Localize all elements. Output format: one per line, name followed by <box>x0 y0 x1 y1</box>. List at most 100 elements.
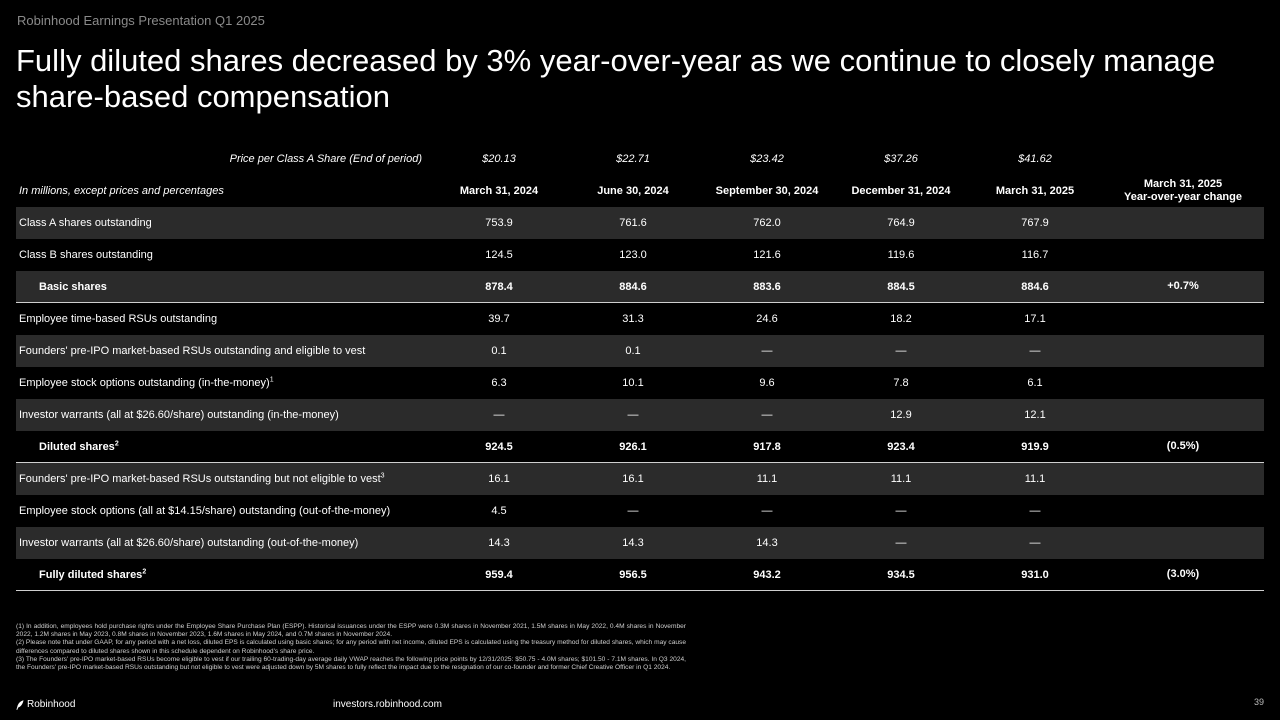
value-cell: — <box>761 345 773 357</box>
footnote-marker: 2 <box>114 439 119 447</box>
value-cell: — <box>895 505 907 517</box>
value-cell: 39.7 <box>488 313 510 325</box>
row-label-text: Diluted shares <box>39 440 115 453</box>
value-cell: — <box>895 537 907 549</box>
table-row: Basic shares 878.4 884.6 883.6 884.5 884.6 +0.… <box>16 271 1264 303</box>
value-cell: 926.1 <box>619 440 647 453</box>
row-label: Employee stock options outstanding (in-t… <box>16 376 432 389</box>
value-cell: — <box>761 409 773 421</box>
value-cell: — <box>1029 537 1041 549</box>
row-label: Class A shares outstanding <box>16 217 432 229</box>
document-label: Robinhood Earnings Presentation Q1 2025 <box>17 13 265 28</box>
row-label-text: Founders' pre-IPO market-based RSUs outs… <box>19 345 366 357</box>
row-label: Employee time-based RSUs outstanding <box>16 313 432 325</box>
value-cell: 883.6 <box>753 280 781 293</box>
table-row: Fully diluted shares2 959.4 956.5 943.2 934.… <box>16 559 1264 591</box>
row-label: Diluted shares2 <box>16 439 432 453</box>
value-cell: 761.6 <box>619 217 647 229</box>
value-cell: 124.5 <box>485 249 513 261</box>
row-label: Founders' pre-IPO market-based RSUs outs… <box>16 345 432 357</box>
row-label-text: Basic shares <box>39 280 107 293</box>
footnotes: (1) In addition, employees hold purchase… <box>16 623 686 672</box>
table-row: Class A shares outstanding 753.9 761.6 762.… <box>16 207 1264 239</box>
unit-note: In millions, except prices and percentag… <box>19 184 224 197</box>
change-header-line1: March 31, 2025 <box>1143 177 1223 190</box>
value-cell: 753.9 <box>485 217 513 229</box>
value-cell: 10.1 <box>622 377 644 389</box>
value-cell: 11.1 <box>756 473 778 485</box>
value-cell: 11.1 <box>890 473 912 485</box>
feather-icon <box>16 699 24 710</box>
header-row: In millions, except prices and percentag… <box>16 174 1264 207</box>
price-cell: $41.62 <box>1018 153 1052 165</box>
footnote-3: (3) The Founders' pre-IPO market-based R… <box>16 655 686 672</box>
value-cell: 119.6 <box>887 249 915 261</box>
column-header: December 31, 2024 <box>851 184 951 197</box>
value-cell: 24.6 <box>756 313 778 325</box>
value-cell: 11.1 <box>1024 473 1046 485</box>
table-row: Founders' pre-IPO market-based RSUs outs… <box>16 463 1264 495</box>
value-cell: 12.1 <box>1024 409 1046 421</box>
row-label: Fully diluted shares2 <box>16 567 432 581</box>
value-cell: 18.2 <box>890 313 912 325</box>
row-label-text: Employee stock options outstanding (in-t… <box>19 377 270 389</box>
value-cell: 917.8 <box>753 440 781 453</box>
value-cell: — <box>1029 505 1041 517</box>
price-label: Price per Class A Share (End of period) <box>229 153 422 165</box>
footnote-marker: 2 <box>142 567 147 575</box>
value-cell: 4.5 <box>491 505 507 517</box>
row-label-text: Employee stock options (all at $14.15/sh… <box>19 505 391 517</box>
value-cell: 919.9 <box>1021 440 1049 453</box>
value-cell: — <box>493 409 505 421</box>
value-cell: 17.1 <box>1024 313 1046 325</box>
share-count-table: Price per Class A Share (End of period) … <box>16 144 1264 591</box>
value-cell: 123.0 <box>619 249 647 261</box>
row-label-text: Founders' pre-IPO market-based RSUs outs… <box>19 473 381 485</box>
page-title: Fully diluted shares decreased by 3% yea… <box>16 43 1216 114</box>
value-cell: 884.6 <box>619 280 647 293</box>
brand-logo: Robinhood <box>16 699 75 710</box>
value-cell: 764.9 <box>887 217 915 229</box>
price-cell: $23.42 <box>750 153 784 165</box>
row-label-text: Fully diluted shares <box>39 568 143 581</box>
price-cell: $20.13 <box>482 153 516 165</box>
value-cell: 934.5 <box>887 568 915 581</box>
table-row: Class B shares outstanding 124.5 123.0 121.… <box>16 239 1264 271</box>
investor-url[interactable]: investors.robinhood.com <box>333 699 442 710</box>
column-header: March 31, 2025 <box>995 184 1075 197</box>
value-cell: — <box>1029 345 1041 357</box>
value-cell: 959.4 <box>485 568 513 581</box>
table-row: Employee stock options (all at $14.15/sh… <box>16 495 1264 527</box>
price-cell: $22.71 <box>616 153 650 165</box>
row-label-text: Investor warrants (all at $26.60/share) … <box>19 409 339 421</box>
value-cell: 6.3 <box>491 377 507 389</box>
price-row: Price per Class A Share (End of period) … <box>16 144 1264 174</box>
row-label-text: Investor warrants (all at $26.60/share) … <box>19 537 359 549</box>
footnote-1: (1) In addition, employees hold purchase… <box>16 623 686 639</box>
value-cell: 956.5 <box>619 568 647 581</box>
value-cell: 767.9 <box>1021 217 1049 229</box>
row-label-text: Class B shares outstanding <box>19 249 153 261</box>
column-header: June 30, 2024 <box>597 184 669 197</box>
row-label: Basic shares <box>16 281 432 293</box>
price-cell: $37.26 <box>884 153 918 165</box>
change-column-header: March 31, 2025 Year-over-year change <box>1102 178 1264 204</box>
value-cell: — <box>627 505 639 517</box>
value-cell: 31.3 <box>622 313 644 325</box>
value-cell: — <box>895 345 907 357</box>
value-cell: 762.0 <box>753 217 781 229</box>
row-label: Investor warrants (all at $26.60/share) … <box>16 537 432 549</box>
table-row: Employee stock options outstanding (in-t… <box>16 367 1264 399</box>
change-cell: (3.0%) <box>1166 568 1200 580</box>
table-row: Diluted shares2 924.5 926.1 917.8 923.4 919.9… <box>16 431 1264 463</box>
footnote-marker: 1 <box>269 376 274 384</box>
table-row: Investor warrants (all at $26.60/share) … <box>16 527 1264 559</box>
page-number: 39 <box>1253 697 1264 707</box>
value-cell: 116.7 <box>1021 249 1049 261</box>
row-label-text: Class A shares outstanding <box>19 217 152 229</box>
value-cell: 0.1 <box>491 345 507 357</box>
value-cell: 931.0 <box>1021 568 1049 581</box>
value-cell: 878.4 <box>485 280 513 293</box>
row-label: Class B shares outstanding <box>16 249 432 261</box>
table-row: Investor warrants (all at $26.60/share) … <box>16 399 1264 431</box>
